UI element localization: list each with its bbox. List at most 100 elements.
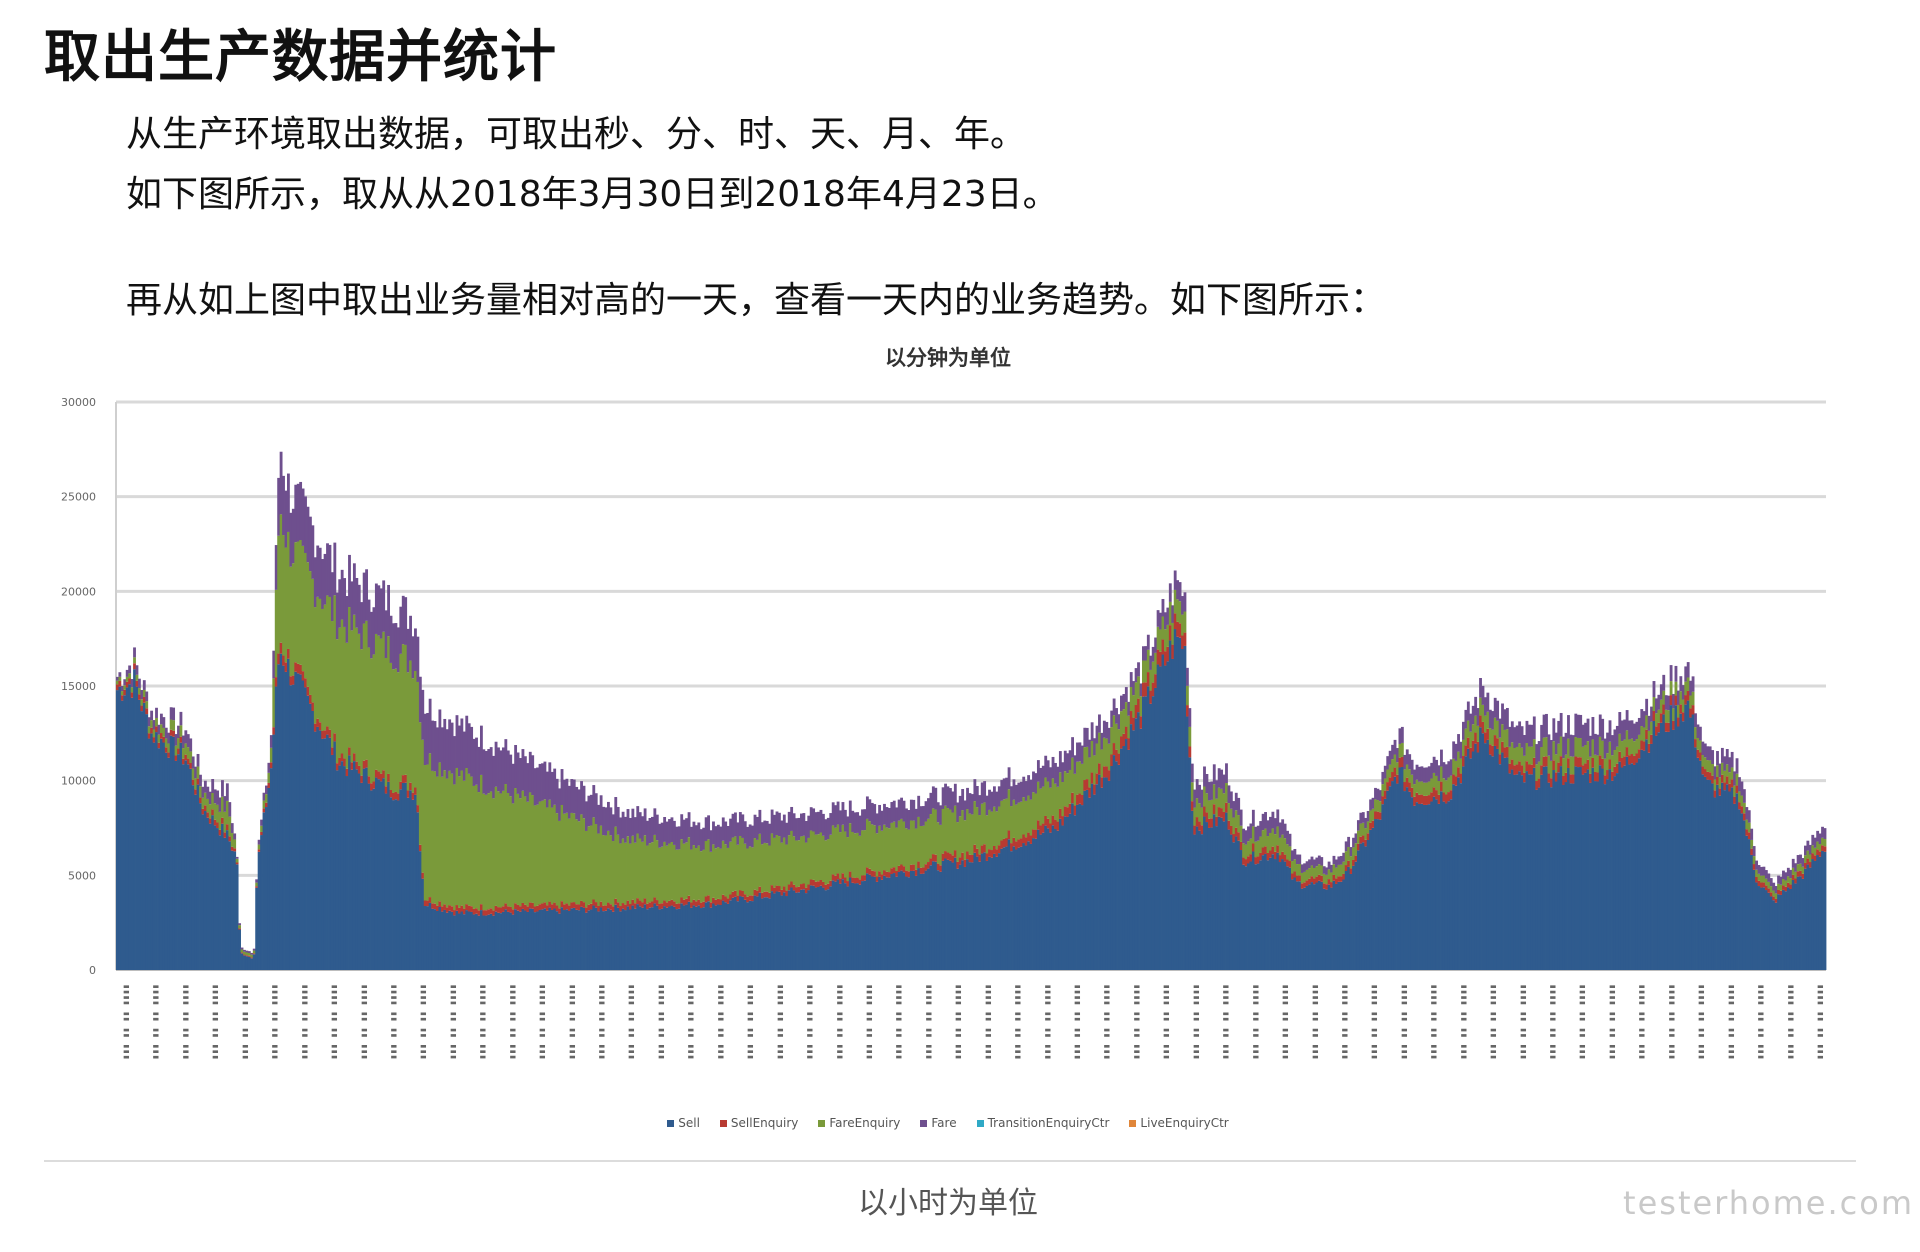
bar-segment-green bbox=[1752, 856, 1756, 865]
bar-segment-red bbox=[521, 902, 525, 909]
bar-segment-red bbox=[1481, 721, 1485, 734]
bar-segment-blue bbox=[1564, 782, 1568, 970]
bar-segment-red bbox=[817, 881, 820, 887]
bar-segment-blue bbox=[1178, 637, 1182, 970]
y-tick-label: 0 bbox=[89, 964, 96, 977]
x-tick-label: ▮▮▮▮ ▮▮ ▮▮ ▮▮▮ bbox=[537, 984, 547, 1060]
bar-segment-purple bbox=[1271, 811, 1275, 829]
bar-segment-red bbox=[179, 736, 183, 743]
bar-segment-red bbox=[611, 906, 615, 912]
bar-segment-purple bbox=[516, 752, 520, 794]
bar-segment-green bbox=[1669, 681, 1673, 696]
bar-segment-red bbox=[670, 899, 674, 906]
bar-segment-green bbox=[1264, 828, 1267, 847]
x-tick-label: ▮▮▮▮ ▮▮ ▮▮ ▮▮▮ bbox=[1548, 984, 1558, 1060]
bar-segment-green bbox=[1689, 695, 1693, 709]
bar-segment-red bbox=[751, 895, 754, 902]
bar-segment-blue bbox=[1330, 887, 1333, 970]
bar-segment-blue bbox=[1481, 733, 1485, 970]
bar-segment-red bbox=[196, 778, 200, 785]
bar-segment-green bbox=[1564, 754, 1568, 773]
bar-segment-red bbox=[492, 910, 496, 916]
bar-segment-blue bbox=[643, 904, 647, 970]
bar-segment-green bbox=[782, 837, 786, 887]
bar-segment-blue bbox=[225, 830, 229, 970]
bar-segment-blue bbox=[1557, 772, 1561, 970]
bar-segment-blue bbox=[963, 866, 967, 970]
bar-segment-blue bbox=[355, 769, 359, 970]
bar-segment-green bbox=[1278, 837, 1282, 856]
bar-segment-purple bbox=[443, 718, 447, 771]
bar-segment-red bbox=[396, 793, 400, 801]
bar-segment-green bbox=[577, 821, 581, 905]
bar-segment-purple bbox=[1784, 872, 1788, 881]
bar-segment-purple bbox=[1300, 864, 1304, 873]
bar-segment-purple bbox=[1645, 698, 1649, 716]
bar-segment-red bbox=[409, 782, 412, 791]
bar-segment-blue bbox=[868, 874, 872, 970]
bar-segment-green bbox=[252, 950, 256, 954]
bar-segment-green bbox=[1757, 873, 1761, 881]
bar-segment-red bbox=[277, 653, 281, 665]
bar-segment-green bbox=[941, 808, 945, 854]
bar-segment-purple bbox=[328, 544, 332, 597]
bar-segment-red bbox=[1359, 836, 1363, 844]
bar-segment-purple bbox=[924, 801, 928, 822]
bar-segment-blue bbox=[167, 757, 171, 970]
bar-segment-red bbox=[1430, 792, 1434, 802]
bar-segment-red bbox=[1369, 822, 1373, 830]
bar-segment-red bbox=[323, 730, 327, 739]
bar-segment-green bbox=[487, 793, 491, 910]
x-tick-label: ▮▮▮▮ ▮▮ ▮▮ ▮▮▮ bbox=[715, 984, 725, 1060]
bar-segment-purple bbox=[780, 820, 784, 843]
bar-segment-red bbox=[1608, 759, 1612, 770]
bar-segment-blue bbox=[401, 782, 405, 970]
bar-segment-red bbox=[294, 662, 298, 672]
bar-segment-green bbox=[470, 776, 474, 907]
bar-segment-purple bbox=[1630, 720, 1634, 739]
bar-segment-green bbox=[455, 767, 459, 906]
bar-segment-green bbox=[1203, 786, 1206, 807]
bar-segment-red bbox=[1163, 651, 1167, 666]
x-tick-label: ▮▮▮▮ ▮▮ ▮▮ ▮▮▮ bbox=[686, 984, 696, 1060]
bar-segment-red bbox=[1405, 777, 1409, 788]
bar-segment-purple bbox=[157, 724, 161, 735]
bar-segment-green bbox=[316, 596, 320, 719]
bar-segment-purple bbox=[431, 720, 434, 771]
bar-segment-green bbox=[961, 810, 965, 853]
bar-segment-blue bbox=[1352, 865, 1355, 970]
bar-segment-green bbox=[208, 804, 212, 819]
bar-segment-red bbox=[345, 768, 349, 777]
bar-segment-red bbox=[1764, 885, 1768, 891]
bar-segment-blue bbox=[914, 875, 918, 970]
bar-segment-green bbox=[839, 832, 842, 879]
bar-segment-blue bbox=[1051, 825, 1055, 970]
bar-segment-purple bbox=[225, 783, 229, 801]
bar-segment-purple bbox=[1232, 801, 1236, 818]
bar-segment-blue bbox=[396, 800, 400, 970]
bar-segment-red bbox=[1122, 733, 1126, 747]
bar-segment-green bbox=[436, 776, 439, 906]
bar-segment-purple bbox=[660, 822, 664, 847]
bar-segment-purple bbox=[1339, 856, 1343, 865]
bar-segment-red bbox=[150, 727, 154, 734]
bar-segment-green bbox=[1611, 755, 1614, 772]
bar-segment-red bbox=[1706, 771, 1710, 780]
bar-segment-purple bbox=[1696, 724, 1700, 739]
bar-segment-blue bbox=[1801, 878, 1805, 970]
bar-segment-blue bbox=[1664, 731, 1668, 970]
bar-segment-red bbox=[790, 881, 794, 888]
bar-segment-red bbox=[892, 867, 896, 874]
bar-segment-green bbox=[418, 722, 422, 845]
bar-segment-green bbox=[1303, 871, 1307, 883]
bar-segment-red bbox=[438, 901, 442, 907]
bar-segment-green bbox=[1061, 782, 1065, 817]
bar-segment-purple bbox=[1530, 724, 1534, 747]
bar-segment-red bbox=[716, 898, 720, 905]
bar-segment-green bbox=[492, 798, 496, 911]
bar-segment-red bbox=[1486, 728, 1490, 740]
bar-segment-purple bbox=[1393, 739, 1397, 755]
bar-segment-purple bbox=[997, 786, 1001, 807]
bar-segment-red bbox=[978, 854, 982, 862]
bar-segment-green bbox=[274, 589, 278, 678]
